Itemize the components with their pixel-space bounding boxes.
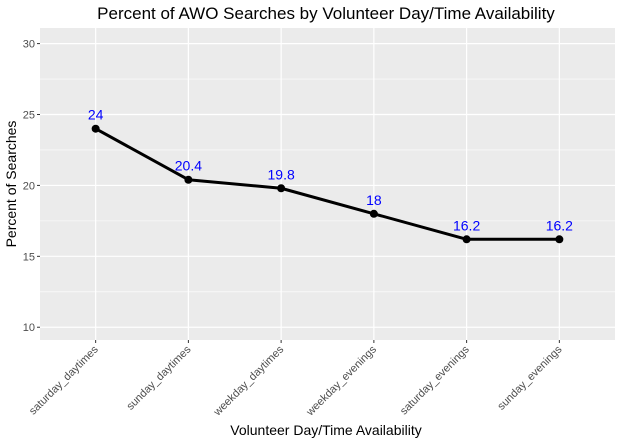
data-points: [91, 124, 564, 244]
data-point: [369, 209, 378, 218]
grid-lines: [40, 28, 615, 340]
x-axis-title: Volunteer Day/Time Availability: [230, 422, 421, 438]
data-label: 20.4: [175, 158, 202, 174]
data-label: 16.2: [453, 217, 480, 233]
series-line: [94, 127, 560, 241]
y-tick-label: 20: [23, 180, 35, 192]
data-label: 24: [88, 107, 104, 123]
x-tick-label: weekday_evenings: [304, 343, 380, 419]
y-axis-title: Percent of Searches: [3, 121, 19, 248]
chart-title: Percent of AWO Searches by Volunteer Day…: [97, 4, 555, 23]
data-point: [91, 124, 100, 133]
data-labels: 24 20.4 19.8 18 16.2 16.2: [88, 107, 573, 234]
data-label: 19.8: [268, 166, 295, 182]
y-tick-label: 25: [23, 110, 35, 122]
data-point: [555, 235, 564, 244]
y-tick-label: 10: [23, 322, 35, 334]
y-tick-label: 15: [23, 251, 35, 263]
data-point: [277, 184, 286, 193]
y-tick-label: 30: [23, 39, 35, 51]
x-tick-label: sunday_daytimes: [124, 343, 193, 412]
plot-panel: [40, 28, 615, 340]
data-point: [462, 235, 471, 244]
data-point: [184, 175, 193, 184]
x-tick-label: weekday_daytimes: [211, 343, 287, 419]
x-tick-label: saturday_daytimes: [27, 343, 101, 417]
x-tick-label: sunday_evenings: [495, 343, 564, 412]
x-tick-label: saturday_evenings: [398, 343, 472, 417]
data-label: 16.2: [546, 217, 573, 233]
data-label: 18: [366, 192, 382, 208]
